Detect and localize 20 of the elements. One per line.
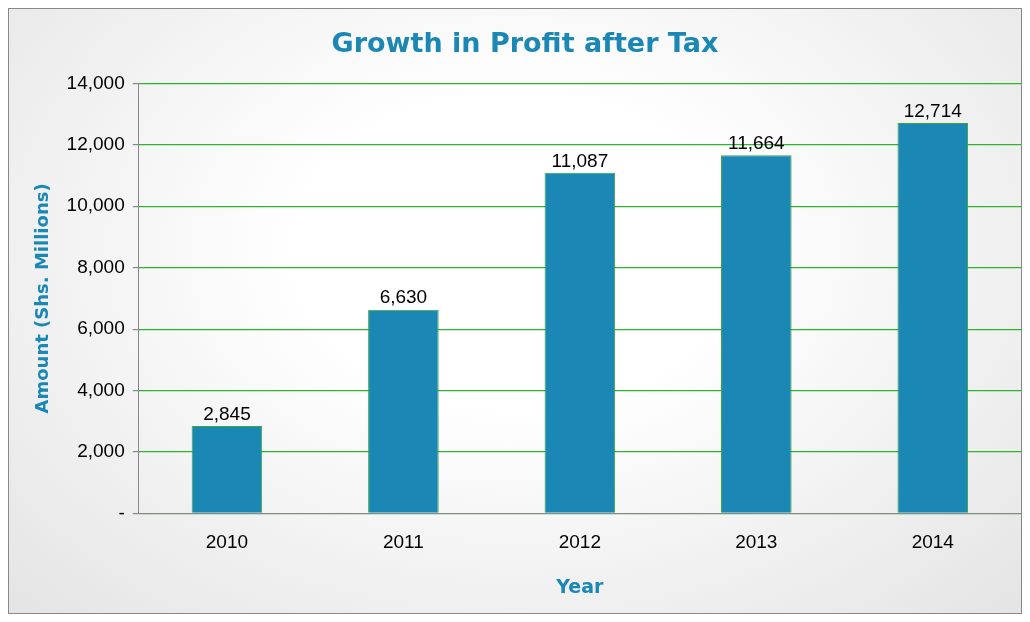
y-tick-label: 2,000 xyxy=(77,440,125,462)
x-tick-label: 2014 xyxy=(911,531,955,553)
x-tick-label: 2013 xyxy=(735,531,778,553)
x-tick-label: 2011 xyxy=(382,531,424,553)
data-label: 2,845 xyxy=(203,402,251,424)
y-tick-label: 14,000 xyxy=(66,71,125,93)
y-axis-title: Amount (Shs. Millions) xyxy=(31,183,53,414)
data-label: 6,630 xyxy=(379,286,428,308)
y-tick-label: 6,000 xyxy=(77,317,125,339)
y-tick-label: 4,000 xyxy=(77,378,125,400)
x-tick-label: 2012 xyxy=(558,531,601,553)
y-tick-label: - xyxy=(118,501,125,523)
y-tick-label: 12,000 xyxy=(66,133,125,155)
x-tick-label: 2010 xyxy=(205,531,249,553)
data-label: 12,714 xyxy=(903,99,963,121)
x-axis-title: Year xyxy=(555,574,605,597)
y-tick-label: 8,000 xyxy=(77,255,125,277)
data-label: 11,087 xyxy=(551,149,609,171)
chart-title: Growth in Profit after Tax xyxy=(331,27,719,59)
y-tick-label: 10,000 xyxy=(66,194,125,216)
